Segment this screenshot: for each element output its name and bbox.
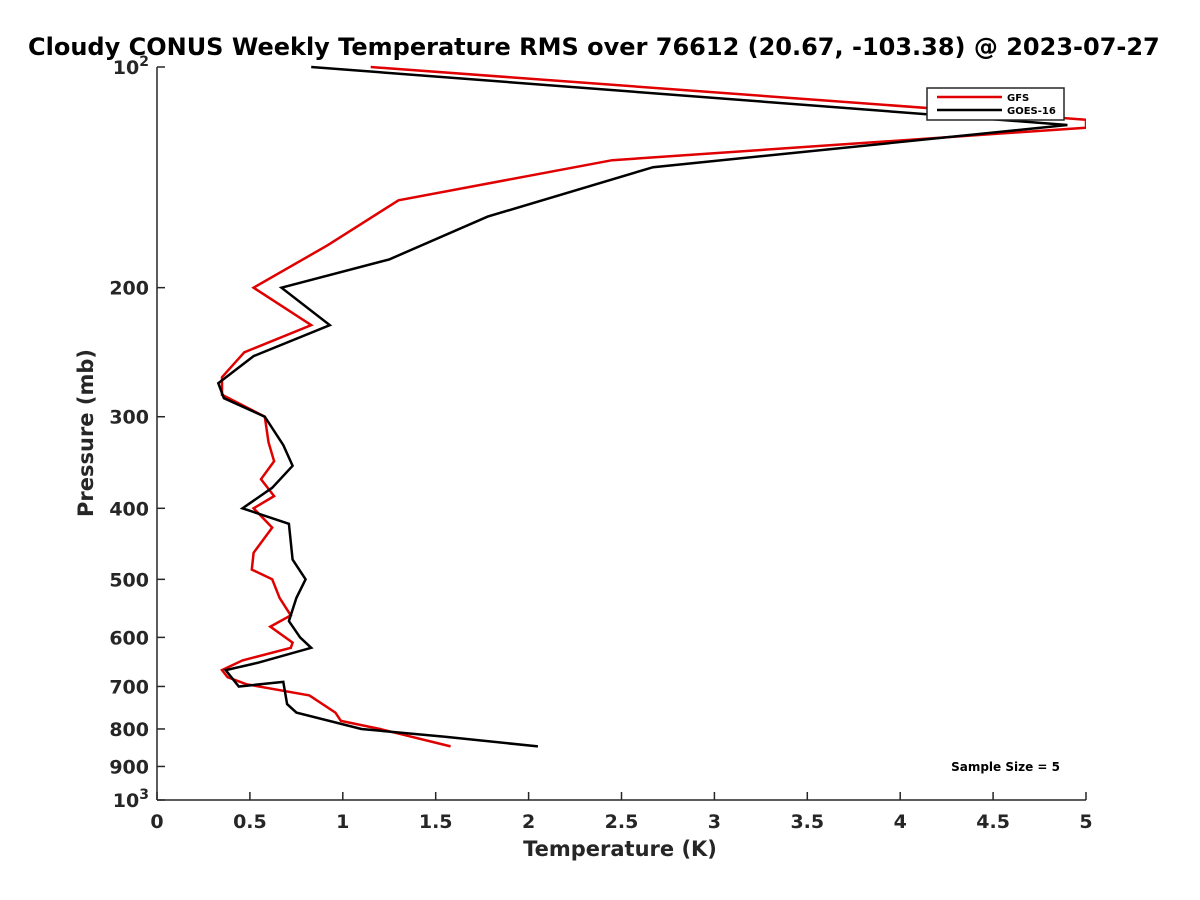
y-tick-label: 800	[109, 719, 149, 741]
x-tick-label: 5	[1079, 811, 1092, 833]
y-tick-label: 700	[109, 676, 149, 698]
y-tick-label: 900	[109, 756, 149, 778]
y-tick-label: 300	[109, 407, 149, 429]
x-tick-label: 3.5	[790, 811, 824, 833]
y-axis-label: Pressure (mb)	[74, 349, 98, 517]
sample-size-annotation: Sample Size = 5	[951, 760, 1060, 774]
legend-box	[926, 87, 1065, 121]
series-lines	[216, 65, 1086, 748]
y-tick-label: 200	[109, 278, 149, 300]
plot-area	[216, 65, 1086, 748]
x-tick-label: 4.5	[976, 811, 1010, 833]
x-tick-label: 0	[150, 811, 163, 833]
x-axis-ticks: 0 0.5 1 1.5 2 2.5 3 3.5 4 4.5 5	[150, 792, 1093, 833]
legend: GFS GOES-16	[926, 87, 1065, 121]
y-tick-label: 600	[109, 627, 149, 649]
x-tick-label: 1	[336, 811, 349, 833]
y-axis-ticks: 102 200 300 400 500 600 700 800 900 103	[109, 54, 165, 812]
y-tick-label: 102	[113, 54, 149, 79]
x-tick-label: 4	[894, 811, 907, 833]
y-tick-label: 103	[113, 787, 149, 812]
x-tick-label: 0.5	[233, 811, 267, 833]
y-tick-label: 400	[109, 498, 149, 520]
chart-title: Cloudy CONUS Weekly Temperature RMS over…	[28, 33, 1160, 61]
series-line-goes16	[216, 65, 1068, 748]
legend-label-gfs: GFS	[1007, 93, 1029, 104]
y-tick-label: 500	[109, 569, 149, 591]
x-axis-label: Temperature (K)	[523, 837, 717, 861]
legend-label-goes16: GOES-16	[1007, 106, 1056, 117]
x-tick-label: 2	[522, 811, 535, 833]
x-tick-label: 1.5	[419, 811, 453, 833]
x-tick-label: 2.5	[605, 811, 639, 833]
x-tick-label: 3	[708, 811, 721, 833]
